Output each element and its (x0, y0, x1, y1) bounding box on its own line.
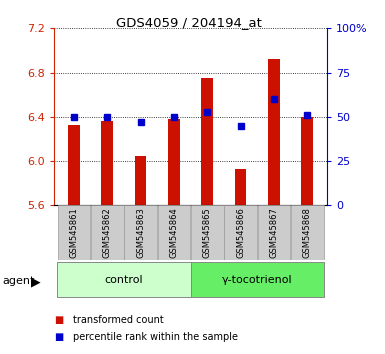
Text: ■: ■ (54, 332, 63, 342)
Text: ■: ■ (54, 315, 63, 325)
Text: agent: agent (2, 276, 34, 286)
FancyBboxPatch shape (58, 205, 90, 260)
FancyBboxPatch shape (291, 205, 323, 260)
Bar (301, 117, 313, 205)
FancyBboxPatch shape (157, 205, 190, 260)
FancyBboxPatch shape (124, 205, 157, 260)
Text: GSM545863: GSM545863 (136, 207, 145, 258)
FancyBboxPatch shape (224, 205, 257, 260)
FancyBboxPatch shape (191, 262, 324, 297)
FancyBboxPatch shape (258, 205, 290, 260)
Text: GSM545868: GSM545868 (303, 207, 312, 258)
FancyBboxPatch shape (57, 262, 191, 297)
Text: GSM545866: GSM545866 (236, 207, 245, 258)
Bar (101, 121, 113, 205)
Bar (135, 155, 146, 205)
Text: GSM545861: GSM545861 (69, 207, 79, 258)
Text: control: control (105, 275, 143, 285)
Bar (201, 78, 213, 205)
Text: γ-tocotrienol: γ-tocotrienol (222, 275, 293, 285)
Text: GSM545864: GSM545864 (169, 207, 178, 258)
Text: GDS4059 / 204194_at: GDS4059 / 204194_at (116, 16, 261, 29)
Text: transformed count: transformed count (73, 315, 164, 325)
FancyBboxPatch shape (191, 205, 224, 260)
Text: GSM545867: GSM545867 (270, 207, 278, 258)
Bar (168, 119, 180, 205)
Text: ▶: ▶ (31, 275, 41, 288)
Text: percentile rank within the sample: percentile rank within the sample (73, 332, 238, 342)
FancyBboxPatch shape (91, 205, 124, 260)
Bar (268, 59, 280, 205)
Text: GSM545865: GSM545865 (203, 207, 212, 258)
Bar (235, 169, 246, 205)
Bar (68, 125, 80, 205)
Text: GSM545862: GSM545862 (103, 207, 112, 258)
